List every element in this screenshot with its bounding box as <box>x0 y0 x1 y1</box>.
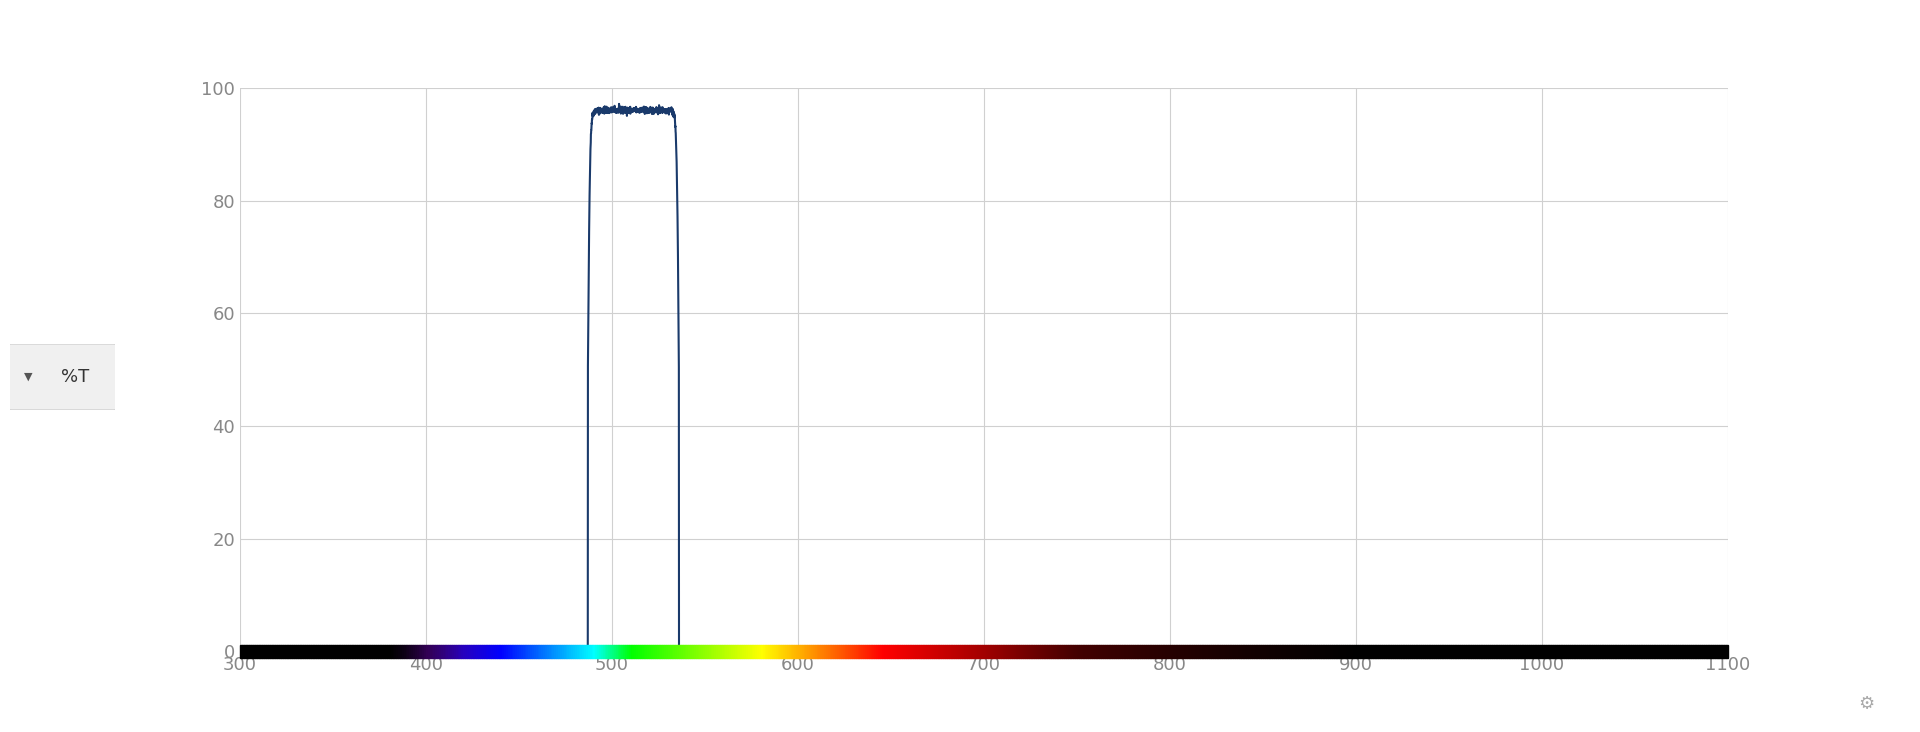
Text: %T: %T <box>61 368 88 386</box>
FancyBboxPatch shape <box>6 344 119 410</box>
Text: ▼: ▼ <box>25 372 33 382</box>
Text: ⚙: ⚙ <box>1859 695 1874 713</box>
